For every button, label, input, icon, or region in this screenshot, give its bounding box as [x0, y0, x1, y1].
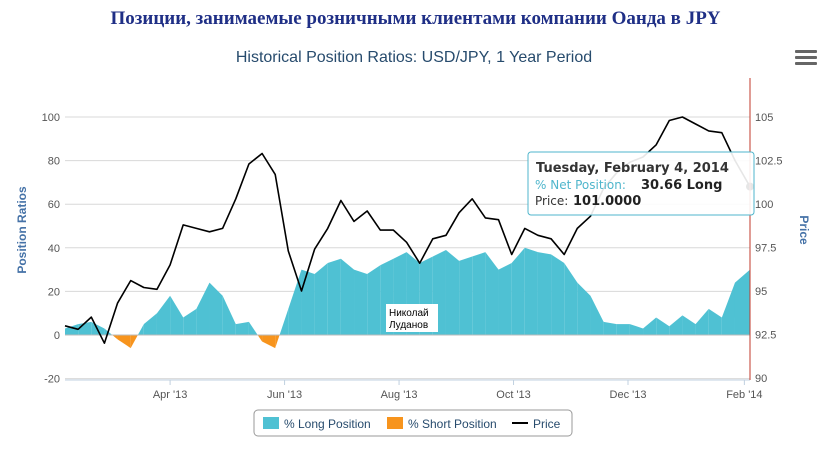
- left-tick-label: 80: [48, 156, 60, 168]
- right-tick-label: 100: [755, 199, 773, 211]
- long-area-segment: [472, 252, 486, 335]
- x-tick-label: Dec '13: [610, 389, 647, 401]
- long-area-segment: [564, 263, 578, 335]
- right-tick-label: 90: [755, 373, 767, 385]
- long-area-segment: [459, 256, 473, 335]
- long-area-segment: [524, 247, 538, 335]
- left-tick-label: 60: [48, 199, 60, 211]
- legend: % Long Position % Short Position Price: [253, 409, 573, 437]
- short-area-segment: [257, 335, 263, 342]
- long-area-segment: [708, 308, 722, 335]
- short-area-segment: [262, 335, 276, 349]
- right-axis-title: Price: [797, 215, 811, 245]
- x-tick-label: Feb '14: [726, 389, 762, 401]
- long-area-segment: [511, 247, 525, 335]
- long-area-segment: [340, 258, 355, 335]
- long-area-segment: [721, 282, 735, 335]
- legend-short-swatch: [387, 417, 403, 429]
- long-area-segment: [629, 324, 644, 335]
- long-area-segment: [170, 295, 184, 335]
- long-area-segment: [643, 317, 657, 335]
- long-area-segment: [695, 308, 709, 335]
- tooltip-net-value: 30.66 Long: [641, 178, 722, 193]
- long-area-segment: [209, 282, 223, 335]
- long-area-segment: [183, 308, 197, 335]
- long-area-segment: [314, 263, 328, 335]
- watermark-text: Николай Луданов: [389, 308, 429, 331]
- long-area-segment: [616, 324, 630, 335]
- tooltip-net-label: % Net Position:: [535, 178, 626, 192]
- watermark: Николай Луданов: [386, 304, 438, 332]
- legend-long-label[interactable]: % Long Position: [284, 417, 371, 431]
- legend-short-label[interactable]: % Short Position: [408, 417, 497, 431]
- chart-menu-button[interactable]: [795, 50, 817, 68]
- short-area-segment: [112, 335, 118, 340]
- x-tick-label: Aug '13: [381, 389, 418, 401]
- watermark-line: Луданов: [389, 320, 428, 331]
- watermark-background: [386, 304, 438, 332]
- menu-bar-icon: [795, 50, 817, 53]
- long-area-segment: [485, 252, 499, 335]
- right-tick-label: 97.5: [755, 243, 776, 255]
- left-tick-label: -20: [44, 374, 60, 386]
- long-area-segment: [734, 269, 750, 335]
- page-heading: Позиции, занимаемые розничными клиентами…: [110, 8, 721, 29]
- axes: -20 0 20 40 60 80 100 90 92.5 95 97.5 100 102.5 105 Ap…: [42, 78, 783, 401]
- legend-long-swatch: [263, 417, 279, 429]
- left-tick-label: 40: [48, 243, 60, 255]
- long-area-segment: [445, 249, 460, 335]
- left-tick-label: 100: [42, 112, 60, 124]
- long-area-segment: [288, 269, 302, 335]
- long-area-segment: [327, 258, 341, 335]
- long-area-segment: [577, 282, 591, 335]
- long-area-segment: [551, 254, 565, 335]
- x-tick-label: Jun '13: [267, 389, 302, 401]
- tooltip: Tuesday, February 4, 2014 % Net Position…: [527, 151, 755, 216]
- long-area-segment: [137, 324, 144, 335]
- long-area-segment: [498, 263, 512, 335]
- area-layer: [65, 247, 750, 349]
- short-area-segment: [117, 335, 131, 349]
- long-area-segment: [235, 321, 249, 335]
- long-area-segment: [656, 317, 670, 335]
- right-tick-label: 102.5: [755, 156, 783, 168]
- tooltip-price-label: Price:: [535, 194, 568, 208]
- tooltip-date: Tuesday, February 4, 2014: [536, 161, 729, 176]
- long-area-segment: [669, 315, 683, 335]
- left-tick-label: 20: [48, 286, 60, 298]
- watermark-line: Николай: [389, 308, 429, 319]
- long-area-segment: [603, 321, 617, 335]
- short-area-segment: [130, 335, 138, 349]
- short-area-segment: [275, 335, 280, 349]
- menu-bar-icon: [795, 56, 817, 59]
- right-tick-label: 92.5: [755, 330, 776, 342]
- right-tick-label: 105: [755, 112, 773, 124]
- long-area-segment: [682, 315, 696, 335]
- x-tick-label: Oct '13: [496, 389, 531, 401]
- tooltip-price-value: 101.0000: [573, 194, 641, 209]
- right-tick-label: 95: [755, 286, 767, 298]
- legend-box: [253, 409, 573, 437]
- x-tick-label: Apr '13: [153, 389, 188, 401]
- long-area-segment: [354, 269, 368, 335]
- long-area-segment: [367, 265, 381, 335]
- left-tick-label: 0: [54, 330, 60, 342]
- tooltip-box: [527, 151, 755, 216]
- legend-price-label[interactable]: Price: [533, 417, 561, 431]
- long-area-segment: [156, 295, 171, 335]
- long-area-segment: [104, 328, 113, 335]
- long-area-segment: [196, 282, 210, 335]
- long-area-segment: [248, 321, 258, 335]
- long-area-segment: [301, 269, 315, 335]
- long-area-segment: [65, 324, 79, 335]
- long-area-segment: [222, 295, 236, 335]
- menu-bar-icon: [795, 62, 817, 65]
- long-area-segment: [143, 313, 157, 335]
- long-area-segment: [537, 252, 552, 335]
- long-area-segment: [590, 295, 604, 335]
- long-area-segment: [279, 308, 289, 335]
- left-axis-title: Position Ratios: [15, 186, 29, 274]
- chart-title: Historical Position Ratios: USD/JPY, 1 Y…: [236, 49, 592, 66]
